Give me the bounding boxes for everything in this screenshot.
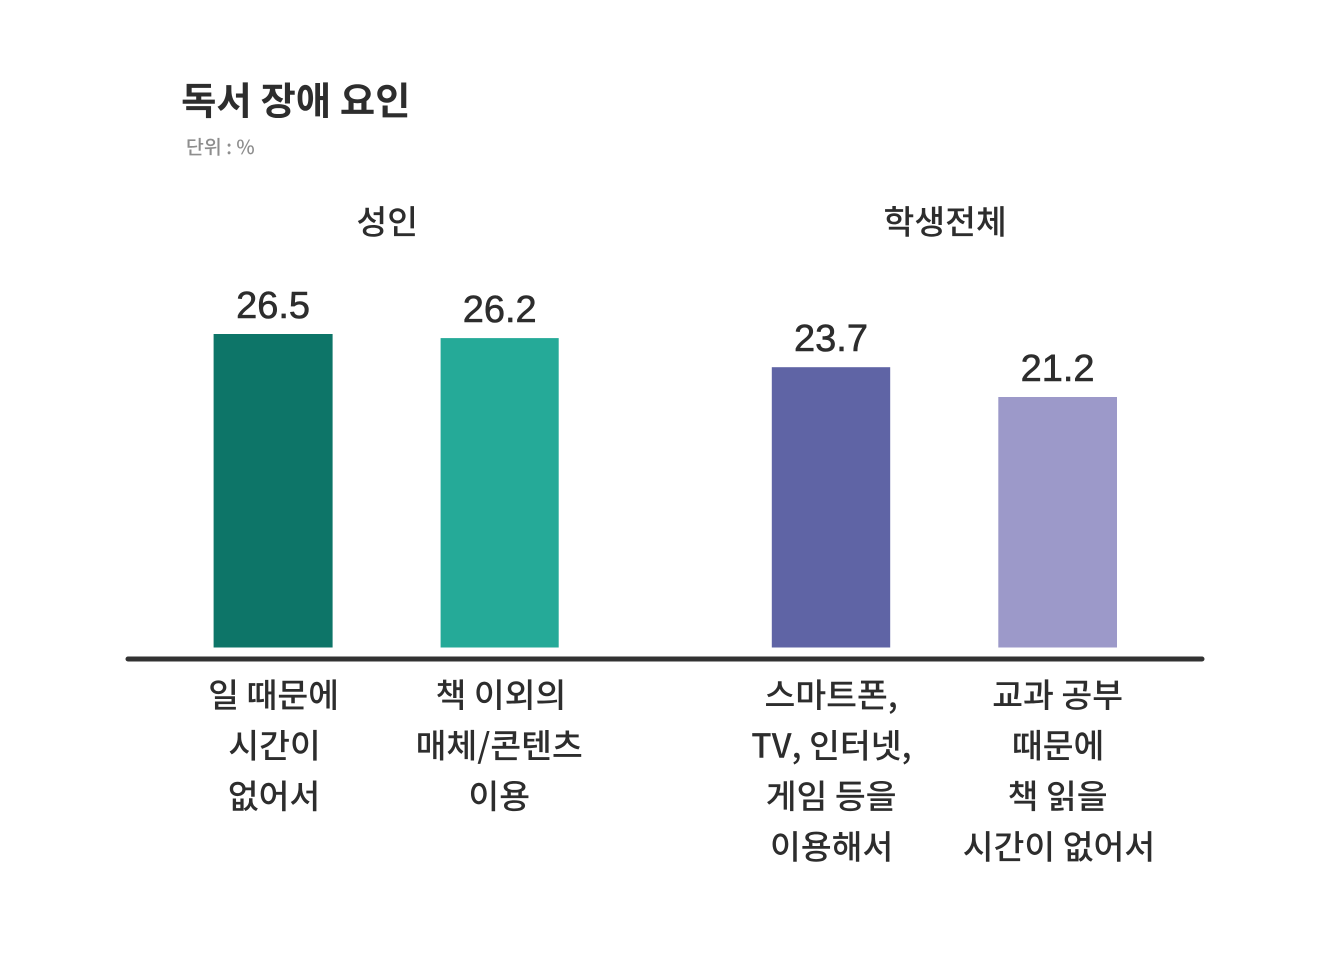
- svg-text:21.2: 21.2: [1021, 348, 1095, 390]
- svg-text:26.2: 26.2: [463, 289, 537, 331]
- svg-text:23.7: 23.7: [794, 318, 868, 360]
- svg-text:26.5: 26.5: [236, 285, 310, 327]
